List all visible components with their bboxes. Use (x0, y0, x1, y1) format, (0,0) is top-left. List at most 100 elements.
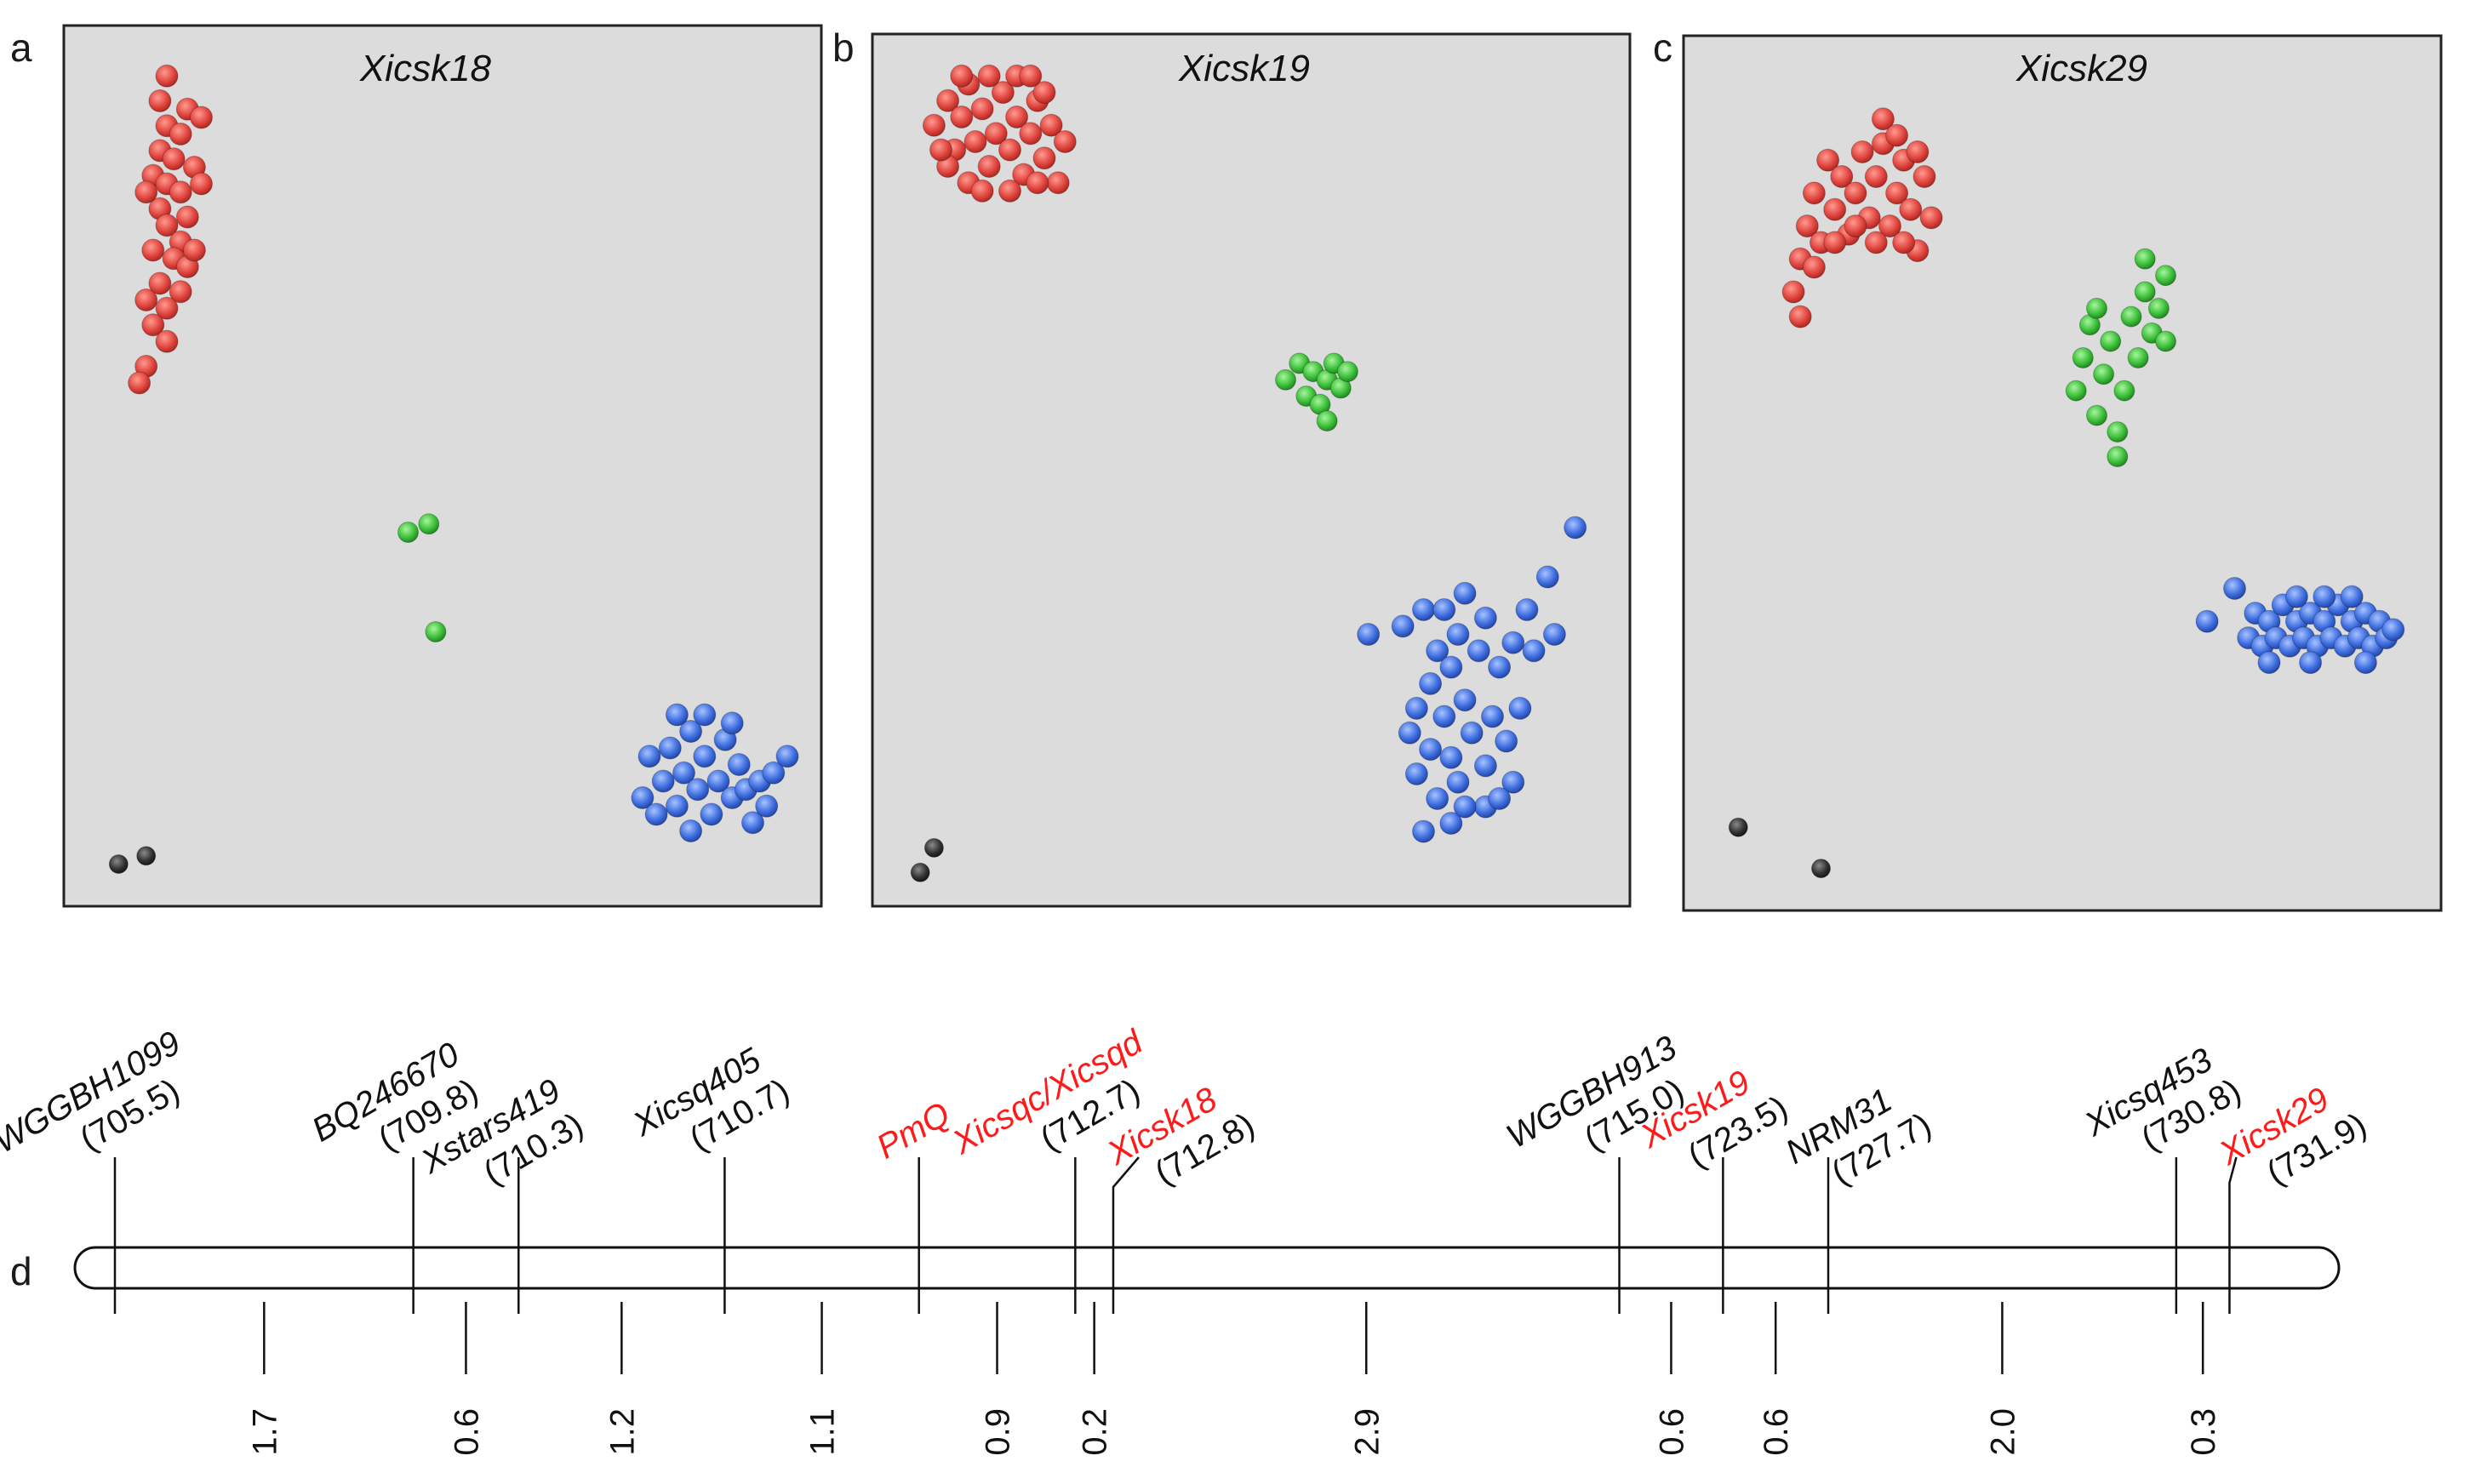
point-b-blue-8 (1426, 787, 1449, 810)
point-b-blue-27 (1515, 598, 1539, 621)
point-b-blue-29 (1535, 565, 1559, 589)
point-a-red-25 (190, 106, 213, 129)
point-b-red-10 (998, 138, 1021, 162)
point-c-blue-26 (2340, 585, 2364, 608)
point-a-green-2 (425, 621, 447, 642)
point-c-red-0 (1781, 280, 1805, 304)
point-c-blue-25 (2313, 585, 2336, 608)
point-c-red-24 (1844, 214, 1867, 238)
point-a-blue-18 (762, 761, 786, 785)
point-c-green-15 (2107, 446, 2129, 468)
point-a-black-0 (108, 854, 129, 874)
point-c-red-28 (1864, 231, 1888, 254)
point-c-green-14 (2086, 297, 2107, 319)
point-a-blue-10 (706, 769, 730, 793)
marker-label-0: WGGBH1099(705.5) (0, 1025, 186, 1161)
point-c-green-6 (2107, 421, 2129, 443)
interval-label-9: 2.0 (1984, 1408, 2021, 1456)
marker-label-4: PmQ (871, 1095, 957, 1167)
point-b-blue-10 (1432, 705, 1456, 728)
point-c-green-4 (2093, 363, 2115, 385)
point-a-red-12 (175, 205, 199, 229)
point-c-green-9 (2127, 347, 2149, 368)
interval-label-7: 0.6 (1653, 1408, 1690, 1456)
point-a-blue-4 (665, 794, 689, 818)
panel-b-title: Xicsk19 (1178, 48, 1310, 89)
point-b-green-0 (1275, 368, 1296, 391)
point-c-red-9 (1844, 181, 1867, 205)
point-b-blue-6 (1419, 738, 1443, 762)
point-a-blue-19 (775, 745, 799, 768)
point-a-red-27 (134, 180, 158, 204)
point-a-blue-22 (693, 703, 717, 727)
point-c-green-5 (2100, 330, 2122, 352)
point-c-red-21 (1788, 305, 1812, 328)
panel-a-points (108, 64, 799, 874)
point-c-red-19 (1912, 165, 1936, 188)
point-b-red-8 (984, 122, 1008, 146)
marker-line-6 (1112, 1156, 1140, 1314)
point-a-blue-13 (727, 753, 751, 776)
point-a-red-28 (182, 238, 206, 262)
panel-c-frame (1682, 34, 2443, 912)
point-c-green-7 (2113, 380, 2135, 402)
point-b-blue-30 (1542, 623, 1566, 646)
point-a-green-1 (418, 513, 440, 535)
point-c-green-13 (2155, 265, 2176, 287)
point-a-red-0 (155, 64, 179, 88)
marker-label-3: Xicsq405(710.7) (626, 1041, 796, 1158)
point-b-blue-18 (1460, 721, 1484, 745)
point-a-red-19 (169, 280, 192, 304)
point-a-blue-1 (637, 745, 661, 768)
point-a-blue-0 (631, 786, 655, 809)
point-b-blue-2 (1398, 721, 1421, 745)
point-c-red-25 (1871, 107, 1895, 131)
point-a-blue-23 (720, 711, 744, 735)
point-a-blue-15 (741, 811, 764, 835)
point-b-red-23 (1053, 130, 1077, 153)
point-b-blue-0 (1357, 623, 1381, 646)
point-c-red-17 (1899, 197, 1923, 221)
point-c-green-17 (2155, 330, 2176, 352)
point-c-red-26 (1885, 123, 1909, 147)
point-a-blue-9 (700, 802, 723, 826)
point-c-red-22 (1802, 255, 1826, 279)
point-a-green-0 (397, 522, 419, 543)
point-b-red-0 (922, 113, 946, 137)
panel-c-title: Xicsk29 (2015, 48, 2147, 89)
panel-label-d: d (10, 1249, 32, 1293)
point-a-red-4 (169, 123, 192, 146)
panel-d: d WGGBH1099(705.5) BQ246670(709.8)Xstars4… (0, 1023, 2373, 1456)
point-a-black-1 (136, 846, 157, 866)
point-b-red-3 (950, 106, 974, 128)
point-a-red-20 (155, 296, 179, 320)
point-b-red-20 (977, 64, 1001, 88)
point-a-blue-21 (665, 703, 689, 727)
point-a-red-22 (155, 329, 179, 353)
panel-label-b: b (832, 26, 855, 70)
point-a-blue-8 (693, 745, 717, 768)
point-a-red-24 (128, 371, 152, 395)
point-a-red-29 (134, 288, 158, 311)
point-a-blue-3 (658, 736, 682, 760)
point-b-blue-31 (1564, 516, 1587, 539)
point-c-blue-24 (2284, 585, 2308, 608)
panel-a: a Xicsk18 (10, 24, 823, 908)
point-a-blue-17 (755, 794, 779, 818)
point-b-red-11 (1005, 106, 1029, 128)
point-a-blue-7 (686, 778, 710, 802)
point-b-red-6 (970, 97, 994, 121)
point-a-red-18 (148, 271, 172, 295)
point-a-red-10 (169, 180, 192, 204)
point-c-red-12 (1864, 165, 1888, 188)
point-c-red-10 (1850, 140, 1874, 163)
marker-label-5: Xicsqc/Xicsqd(712.7) (946, 1023, 1150, 1162)
point-b-red-1 (936, 88, 960, 112)
point-b-blue-15 (1446, 623, 1470, 646)
point-b-blue-13 (1439, 655, 1463, 679)
point-a-red-1 (148, 89, 172, 112)
point-b-red-24 (929, 138, 952, 162)
point-b-red-25 (970, 179, 994, 203)
point-b-blue-35 (1412, 819, 1435, 843)
